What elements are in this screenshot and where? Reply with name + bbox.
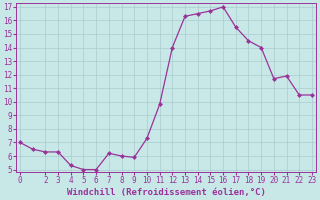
X-axis label: Windchill (Refroidissement éolien,°C): Windchill (Refroidissement éolien,°C) [67, 188, 265, 197]
